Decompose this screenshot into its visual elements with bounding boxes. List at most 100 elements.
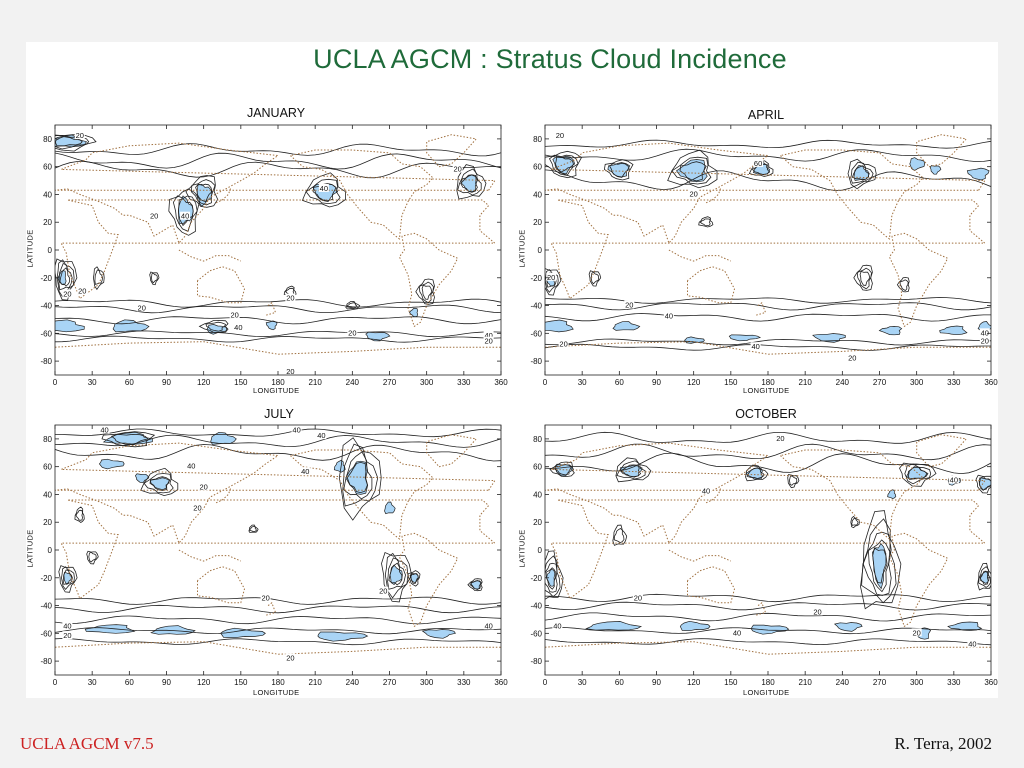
x-tick-label: 150 bbox=[234, 678, 248, 687]
x-tick-label: 90 bbox=[162, 378, 171, 387]
contour-label: 40 bbox=[301, 467, 309, 476]
y-tick-label: -80 bbox=[530, 657, 542, 666]
contour-label: 20 bbox=[556, 131, 564, 140]
contour-line bbox=[75, 509, 83, 521]
y-tick-label: 40 bbox=[43, 490, 52, 499]
contour-line bbox=[456, 164, 487, 200]
contour-label: 20 bbox=[813, 608, 821, 617]
contour-line bbox=[248, 524, 259, 534]
x-tick-label: 60 bbox=[615, 678, 624, 687]
contour-line bbox=[421, 284, 433, 300]
contour-line bbox=[55, 316, 501, 325]
contour-line bbox=[110, 433, 149, 446]
contour-line bbox=[149, 476, 171, 492]
contour-label-bg bbox=[911, 628, 922, 637]
x-tick-label: 210 bbox=[798, 378, 812, 387]
x-tick-label: 30 bbox=[88, 378, 97, 387]
contour-label-bg bbox=[750, 342, 761, 351]
contour-label: 20 bbox=[625, 301, 633, 310]
footer-model-version: UCLA AGCM v7.5 bbox=[20, 734, 154, 753]
contour-line bbox=[384, 552, 409, 599]
contour-label-bg bbox=[979, 328, 990, 337]
contour-label: 20 bbox=[912, 628, 920, 637]
coastline bbox=[178, 549, 242, 562]
contour-label-bg bbox=[229, 310, 240, 319]
contour-line bbox=[545, 338, 991, 346]
shaded-region bbox=[134, 473, 150, 483]
contour-line bbox=[850, 515, 860, 529]
contour-label-bg bbox=[967, 639, 978, 648]
contour-line bbox=[168, 188, 201, 236]
coastline bbox=[398, 532, 459, 628]
contour-line bbox=[698, 216, 714, 228]
contour-line bbox=[381, 551, 413, 603]
x-tick-label: 210 bbox=[798, 678, 812, 687]
y-tick-label: -60 bbox=[530, 329, 542, 338]
contour-line bbox=[101, 431, 156, 448]
contour-line bbox=[55, 298, 501, 308]
y-tick-label: -80 bbox=[40, 657, 52, 666]
contour-label: 40 bbox=[553, 621, 561, 630]
contour-label-bg bbox=[347, 328, 358, 337]
x-tick-label: 0 bbox=[53, 678, 58, 687]
x-tick-label: 360 bbox=[494, 678, 508, 687]
contour-line bbox=[545, 612, 991, 622]
contour-line bbox=[545, 343, 991, 351]
contour-label-bg bbox=[701, 486, 712, 495]
contour-label: 40 bbox=[665, 312, 673, 321]
xlabel-july: LONGITUDE bbox=[253, 688, 300, 697]
contour-label: 20 bbox=[63, 289, 71, 298]
contour-line bbox=[346, 461, 368, 494]
map-october: 20 40 40 20 40 20 40 20 40 0 30 60 90 120 150 180 210 240… bbox=[530, 424, 998, 687]
contour-line bbox=[788, 475, 798, 486]
contour-line bbox=[312, 182, 337, 202]
contour-line bbox=[619, 464, 642, 478]
contour-line bbox=[748, 160, 774, 177]
contour-label-bg bbox=[847, 353, 858, 362]
contour-line bbox=[74, 506, 85, 523]
x-tick-label: 150 bbox=[724, 678, 738, 687]
contour-line bbox=[545, 268, 562, 296]
contour-label: 20 bbox=[193, 503, 201, 512]
coastline bbox=[55, 641, 501, 655]
y-tick-label: 0 bbox=[538, 246, 543, 255]
map-title-october: OCTOBER bbox=[735, 407, 797, 421]
contour-line bbox=[545, 601, 991, 611]
contour-label: 20 bbox=[379, 587, 387, 596]
contour-label-bg bbox=[483, 621, 494, 630]
y-tick-label: 60 bbox=[533, 463, 542, 472]
x-tick-label: 300 bbox=[420, 378, 434, 387]
contour-label-bg bbox=[378, 586, 389, 595]
contour-line bbox=[55, 161, 501, 179]
shaded-region bbox=[980, 571, 990, 584]
y-tick-label: 40 bbox=[43, 190, 52, 199]
contour-label: 20 bbox=[138, 303, 146, 312]
contour-label: 20 bbox=[286, 367, 294, 376]
contour-label-bg bbox=[316, 431, 327, 440]
contour-line bbox=[787, 474, 800, 489]
x-tick-label: 120 bbox=[687, 678, 701, 687]
contour-label: 20 bbox=[689, 189, 697, 198]
contour-line bbox=[198, 319, 229, 333]
contour-line bbox=[603, 159, 634, 181]
map-plot-area: 20 40 40 20 40 20 40 20 40 0 30 60 90 120 150 180 210 240… bbox=[530, 424, 998, 687]
x-tick-label: 210 bbox=[308, 378, 322, 387]
contour-label: 20 bbox=[848, 353, 856, 362]
contour-label-bg bbox=[285, 367, 296, 375]
contour-label: 20 bbox=[286, 653, 294, 662]
contour-line bbox=[55, 638, 501, 646]
coastline bbox=[705, 187, 722, 204]
contour-line bbox=[149, 271, 160, 286]
x-tick-label: 180 bbox=[271, 378, 285, 387]
x-tick-label: 270 bbox=[873, 378, 887, 387]
shaded-region bbox=[909, 157, 926, 172]
contour-line bbox=[907, 466, 928, 480]
contour-label-bg bbox=[300, 467, 311, 476]
x-tick-label: 180 bbox=[761, 378, 775, 387]
contour-label-bg bbox=[663, 311, 674, 320]
x-tick-label: 330 bbox=[457, 678, 471, 687]
x-tick-label: 210 bbox=[308, 678, 322, 687]
